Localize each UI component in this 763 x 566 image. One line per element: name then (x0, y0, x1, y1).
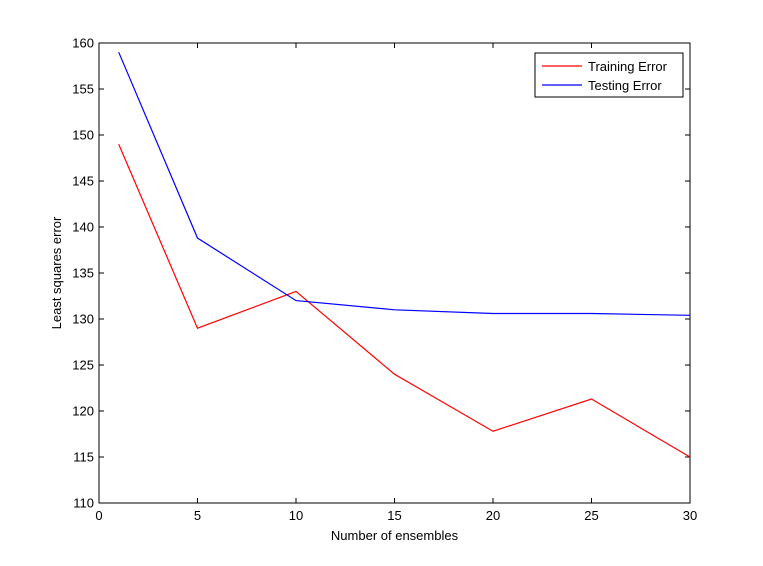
y-tick-label: 155 (72, 82, 94, 97)
y-tick-label: 135 (72, 266, 94, 281)
x-axis-label: Number of ensembles (331, 528, 459, 543)
y-tick-label: 125 (72, 358, 94, 373)
y-tick-label: 145 (72, 174, 94, 189)
x-tick-label: 10 (289, 508, 303, 523)
plot-area (98, 42, 691, 504)
y-tick-label: 160 (72, 36, 94, 51)
y-tick-label: 140 (72, 220, 94, 235)
data-series (118, 51, 691, 458)
x-tick-label: 5 (194, 508, 201, 523)
legend-label: Training Error (588, 59, 668, 74)
y-tick-label: 115 (73, 450, 94, 465)
legend-label: Testing Error (588, 78, 662, 93)
y-tick-label: 120 (72, 404, 94, 419)
series-line-training-error (118, 143, 691, 458)
series-line-testing-error (118, 51, 691, 316)
y-tick-label: 110 (73, 496, 94, 511)
x-tick-label: 20 (486, 508, 500, 523)
axis-ticks: 0 5 10 15 20 25 30 110 115 120 125 130 135 140 145 150 1… (72, 36, 697, 524)
x-tick-label: 15 (387, 508, 401, 523)
x-tick-label: 30 (683, 508, 697, 523)
x-tick-label: 25 (584, 508, 598, 523)
x-tick-label: 0 (95, 508, 102, 523)
y-tick-label: 130 (72, 312, 94, 327)
legend: Training Error Testing Error (534, 52, 684, 98)
y-tick-label: 150 (72, 128, 94, 143)
legend-box (534, 52, 684, 98)
y-axis-label: Least squares error (49, 216, 64, 329)
